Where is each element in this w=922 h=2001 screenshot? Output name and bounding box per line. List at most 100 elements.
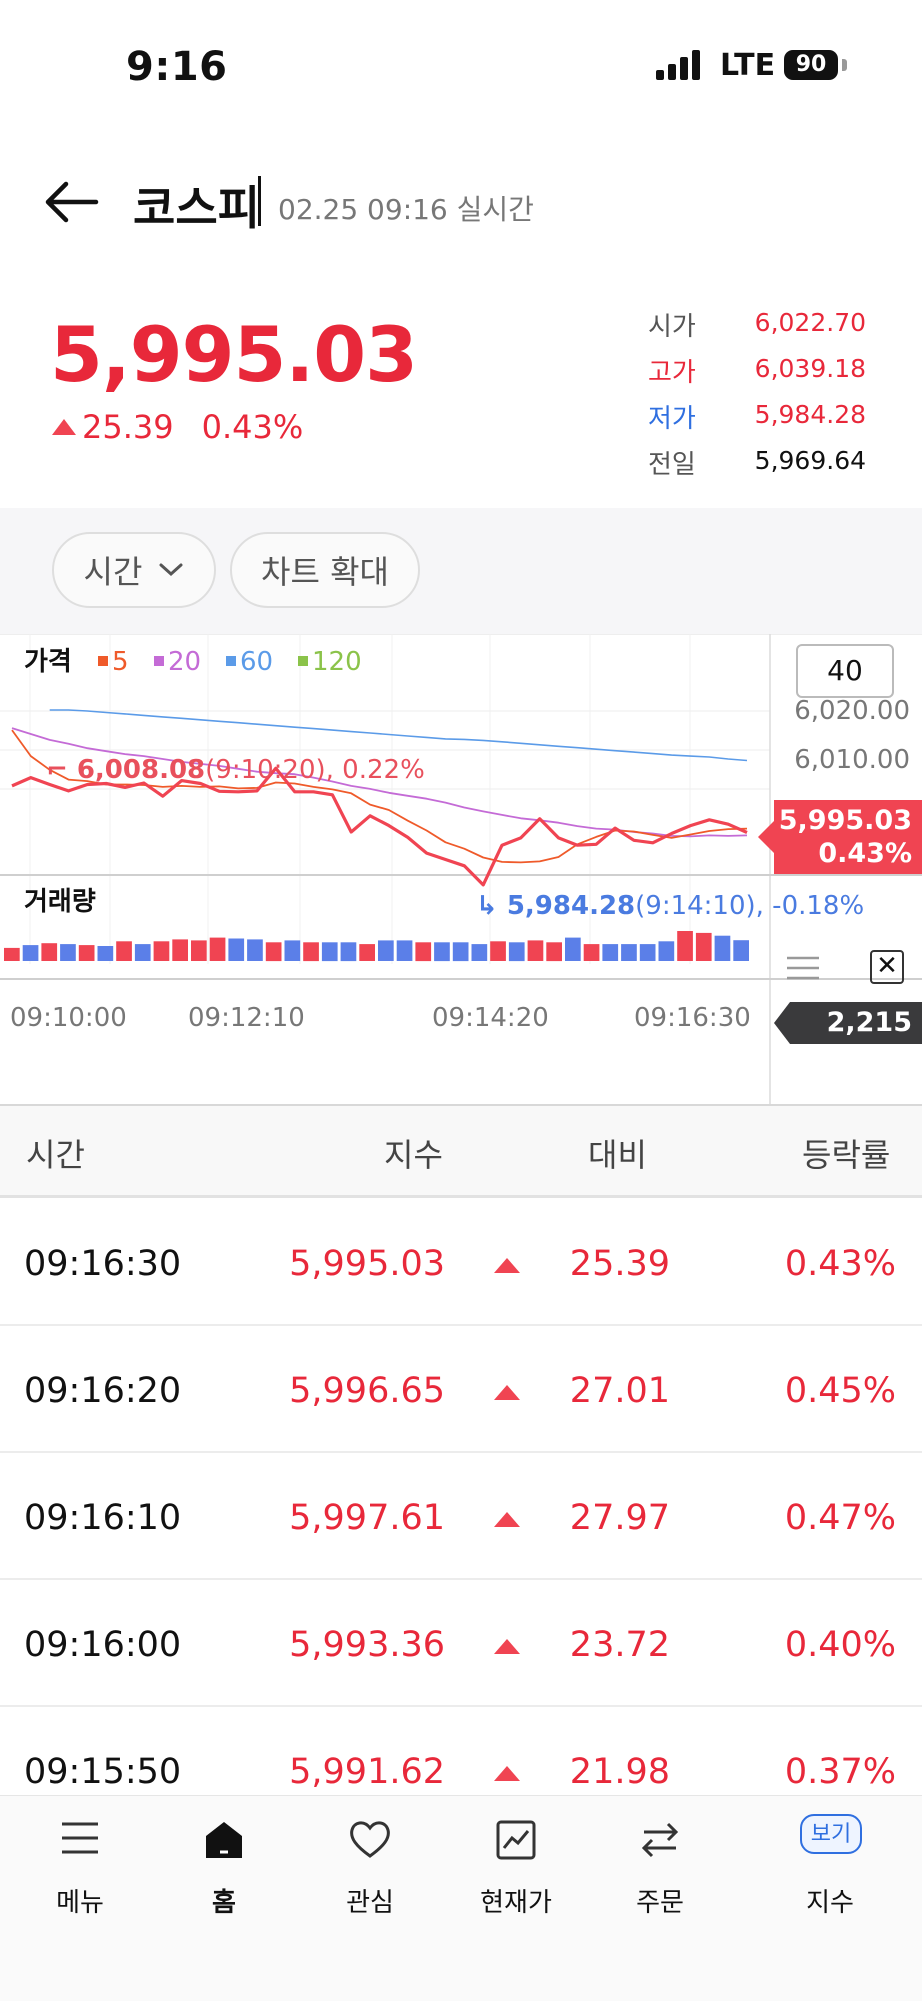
volume-bar: [565, 937, 581, 961]
y-tick: 6,010.00: [794, 745, 910, 775]
view-badge-icon: 보기: [800, 1814, 862, 1854]
legend-label-5: 5: [112, 647, 129, 677]
x-tick: 09:16:30: [634, 1003, 751, 1033]
volume-bar: [415, 942, 432, 962]
nav-label: 지수: [806, 1888, 854, 1918]
x-tick: 09:12:10: [188, 1003, 305, 1033]
volume-bar: [340, 942, 357, 962]
volume-bar: [677, 931, 693, 961]
row-diff: 27.01: [569, 1371, 670, 1411]
page-title: 코스피: [133, 181, 260, 235]
up-triangle-icon: [494, 1639, 520, 1654]
volume-bar: [247, 939, 263, 961]
row-index: 5,997.61: [289, 1498, 445, 1538]
volume-bar: [4, 947, 20, 961]
volume-bar: [359, 944, 375, 961]
volume-bar: [396, 940, 413, 961]
legend-label-20: 20: [168, 647, 201, 677]
x-tick: 09:10:00: [10, 1003, 127, 1033]
volume-bar: [508, 942, 525, 962]
table-row[interactable]: [0, 1454, 922, 1580]
menu-icon: [58, 1818, 102, 1862]
table-row[interactable]: [0, 1200, 922, 1326]
volume-bar: [490, 941, 506, 961]
series-line-가격: [11, 766, 748, 887]
volume-bar: [527, 940, 544, 961]
volume-bar: [303, 942, 319, 962]
legend-swatch: [154, 656, 164, 666]
volume-bar: [658, 941, 675, 961]
legend-label-60: 60: [240, 647, 273, 677]
row-time: 09:16:20: [24, 1371, 182, 1411]
row-time: 09:16:30: [24, 1244, 182, 1284]
legend-swatch: [226, 656, 236, 666]
chart-expand-label: 차트 확대: [261, 553, 389, 591]
volume-menu-icon[interactable]: [786, 955, 820, 985]
y-tick: 6,020.00: [794, 696, 910, 726]
volume-bar: [452, 942, 469, 962]
current-price-tag-pct: 0.43%: [818, 838, 912, 869]
volume-bar: [321, 942, 338, 962]
chart-expand-button[interactable]: 차트 확대: [230, 532, 420, 608]
row-pct: 0.40%: [784, 1625, 896, 1665]
table-row[interactable]: [0, 1327, 922, 1453]
volume-bar: [621, 944, 637, 961]
ohlc-value: 6,022.70: [754, 308, 866, 337]
ohlc-label: 전일: [648, 450, 696, 480]
chart-icon: [494, 1818, 538, 1862]
change-value: 25.39: [82, 408, 174, 446]
volume-bar: [153, 941, 170, 961]
table-row[interactable]: [0, 1581, 922, 1707]
volume-bar: [134, 944, 151, 961]
battery-icon: 90: [784, 50, 838, 80]
low-annotation: ↳ 5,984.28(9:14:10), -0.18%: [476, 891, 864, 921]
current-price-tag: 5,995.03 0.43%: [774, 800, 922, 874]
series-line-60: [49, 709, 748, 762]
nav-label: 홈: [212, 1888, 236, 1918]
high-value: ⌐ 6,008.08: [46, 755, 205, 785]
row-pct: 0.37%: [784, 1752, 896, 1792]
period-selector[interactable]: 40: [796, 644, 894, 698]
back-arrow-icon: [45, 181, 99, 223]
high-detail: (9:10:20), 0.22%: [205, 755, 425, 785]
legend-swatch: [98, 656, 108, 666]
status-time: 9:16: [126, 44, 228, 90]
volume-bar: [228, 938, 245, 961]
low-detail: (9:14:10), -0.18%: [635, 891, 864, 921]
time-dropdown[interactable]: 시간: [52, 532, 216, 608]
legend-swatch: [298, 656, 308, 666]
row-diff: 21.98: [569, 1752, 670, 1792]
row-time: 09:16:00: [24, 1625, 182, 1665]
col-header-diff: 대비: [588, 1136, 647, 1174]
ohlc-label: 시가: [648, 312, 696, 342]
table-header: [0, 1104, 922, 1198]
volume-bar: [583, 944, 600, 961]
col-header-time: 시간: [26, 1136, 85, 1174]
close-icon[interactable]: ✕: [870, 950, 904, 984]
volume-bar: [733, 940, 749, 961]
up-triangle-icon: [494, 1258, 520, 1273]
price-legend-label: 가격: [24, 647, 72, 677]
nav-label: 주문: [636, 1888, 684, 1918]
heart-icon: [348, 1818, 392, 1862]
row-diff: 23.72: [569, 1625, 670, 1665]
row-index: 5,995.03: [289, 1244, 445, 1284]
high-annotation: ⌐ 6,008.08(9:10:20), 0.22%: [46, 755, 425, 785]
volume-bar: [546, 942, 562, 962]
volume-bar: [602, 944, 619, 961]
row-pct: 0.47%: [784, 1498, 896, 1538]
ohlc-label: 고가: [648, 358, 696, 388]
nav-label: 메뉴: [56, 1888, 104, 1918]
volume-bar: [41, 943, 58, 961]
back-button[interactable]: [44, 180, 100, 224]
row-pct: 0.43%: [784, 1244, 896, 1284]
row-time: 09:15:50: [24, 1752, 182, 1792]
ohlc-label: 저가: [648, 404, 696, 434]
chart-bg: [0, 634, 922, 1104]
time-dropdown-label: 시간: [83, 553, 143, 591]
chart-legend: 가격 5 20 60 120: [24, 647, 362, 677]
current-price-tag-value: 5,995.03: [778, 805, 912, 836]
nav-label: 관심: [346, 1888, 394, 1918]
volume-label: 거래량: [24, 887, 96, 917]
